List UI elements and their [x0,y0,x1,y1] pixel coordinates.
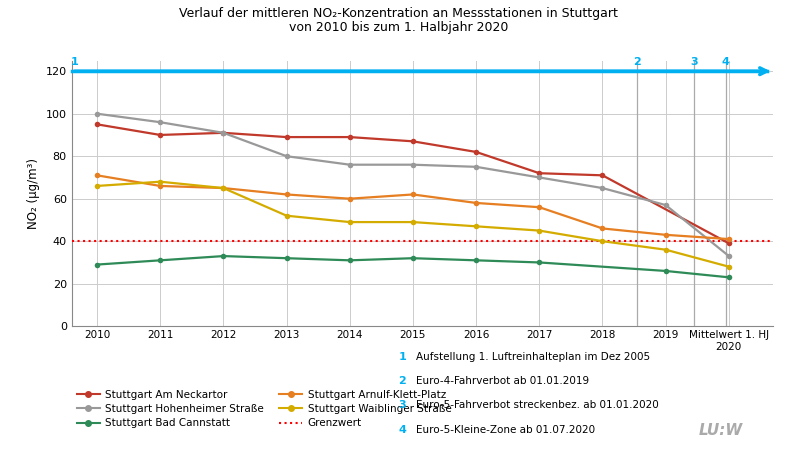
Text: 1: 1 [71,57,79,67]
Text: Aufstellung 1. Luftreinhalteplan im Dez 2005: Aufstellung 1. Luftreinhalteplan im Dez … [416,352,650,362]
Text: Euro-5-Kleine-Zone ab 01.07.2020: Euro-5-Kleine-Zone ab 01.07.2020 [416,425,595,434]
Text: Euro-4-Fahrverbot ab 01.01.2019: Euro-4-Fahrverbot ab 01.01.2019 [416,376,589,386]
Text: 4: 4 [722,57,729,67]
Text: 3: 3 [690,57,698,67]
Text: 2: 2 [634,57,641,67]
Text: von 2010 bis zum 1. Halbjahr 2020: von 2010 bis zum 1. Halbjahr 2020 [289,21,508,34]
Text: 1: 1 [398,352,406,362]
Legend: Stuttgart Am Neckartor, Stuttgart Hohenheimer Straße, Stuttgart Bad Cannstatt, S: Stuttgart Am Neckartor, Stuttgart Hohenh… [77,390,451,428]
Text: LU:W: LU:W [699,423,744,438]
Text: 4: 4 [398,425,406,434]
Text: 3: 3 [398,400,406,410]
Text: Euro-5-Fahrverbot streckenbez. ab 01.01.2020: Euro-5-Fahrverbot streckenbez. ab 01.01.… [416,400,659,410]
Text: Verlauf der mittleren NO₂-Konzentration an Messstationen in Stuttgart: Verlauf der mittleren NO₂-Konzentration … [179,7,618,20]
Y-axis label: NO₂ (µg/m³): NO₂ (µg/m³) [27,158,40,229]
Text: 2: 2 [398,376,406,386]
